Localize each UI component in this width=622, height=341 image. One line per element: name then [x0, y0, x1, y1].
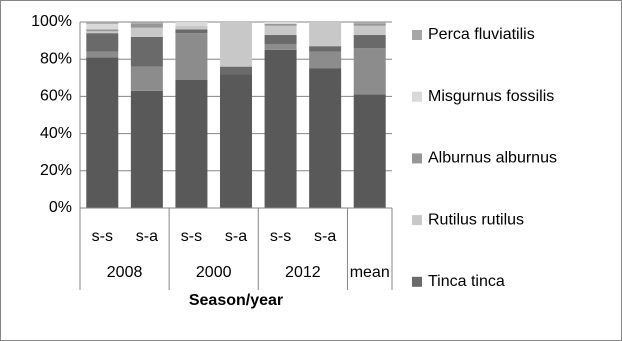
bar-segment	[353, 35, 386, 49]
legend-label: Misgurnus fossilis	[428, 88, 554, 105]
bar-segment	[130, 36, 163, 67]
bar-segment	[309, 22, 342, 47]
bar-segment	[130, 90, 163, 208]
y-tick-label: 60%	[40, 88, 72, 105]
bar-segment	[264, 35, 297, 45]
legend-swatch	[412, 91, 422, 102]
bar-segment	[264, 49, 297, 209]
x-tick-label: s-a	[225, 228, 247, 245]
bar-segment	[86, 51, 119, 58]
bar-segment	[130, 23, 163, 28]
bar-segment	[175, 29, 208, 34]
bar-segment	[86, 57, 119, 209]
legend-label: Alburnus alburnus	[428, 150, 557, 167]
bar-segment	[264, 23, 297, 26]
bar-segment	[353, 94, 386, 208]
legend-label: Tinca tinca	[428, 273, 505, 290]
bar-segment	[86, 29, 119, 32]
x-axis-title: Season/year	[189, 292, 283, 309]
bar-segment	[220, 74, 252, 208]
bar-segment	[309, 51, 342, 69]
bar-segment	[130, 22, 163, 24]
bar-segment	[130, 66, 163, 91]
bar-segment	[175, 22, 208, 26]
legend-label: Rutilus rutilus	[428, 211, 524, 228]
legend-swatch	[412, 215, 422, 226]
x-tick-label: s-s	[270, 228, 291, 245]
bar-segment	[264, 22, 297, 24]
bar-segment	[220, 66, 252, 75]
group-label: 2008	[107, 264, 143, 281]
legend-label: Perca fluviatilis	[428, 26, 535, 43]
legend-swatch	[412, 276, 422, 287]
bar-segment	[220, 22, 252, 67]
group-label: mean	[350, 264, 390, 281]
legend-swatch	[412, 153, 422, 164]
y-tick-label: 0%	[49, 199, 72, 216]
bar-segment	[86, 23, 119, 30]
bar-segment	[130, 27, 163, 37]
legend-swatch	[412, 30, 422, 40]
bar-segment	[309, 46, 342, 52]
bar-segment	[175, 79, 208, 208]
y-tick-label: 80%	[40, 50, 72, 67]
x-tick-label: s-a	[314, 228, 336, 245]
group-label: 2000	[196, 264, 232, 281]
bar-segment	[353, 48, 386, 95]
x-tick-label: s-s	[92, 228, 113, 245]
bar-segment	[264, 25, 297, 36]
y-tick-label: 40%	[40, 125, 72, 142]
y-tick-label: 20%	[40, 162, 72, 179]
bar-segment	[264, 44, 297, 50]
bar-segment	[175, 25, 208, 30]
x-tick-label: s-a	[136, 228, 158, 245]
bar-segment	[86, 22, 119, 24]
bar-segment	[353, 25, 386, 36]
bar-segment	[353, 22, 386, 24]
bar-segment	[353, 23, 386, 26]
bar-segment	[309, 68, 342, 208]
x-tick-label: s-s	[181, 228, 202, 245]
bar-segment	[86, 31, 119, 34]
y-tick-label: 100%	[31, 13, 72, 30]
bar-segment	[175, 33, 208, 80]
bar-segment	[86, 33, 119, 52]
group-label: 2012	[285, 264, 321, 281]
